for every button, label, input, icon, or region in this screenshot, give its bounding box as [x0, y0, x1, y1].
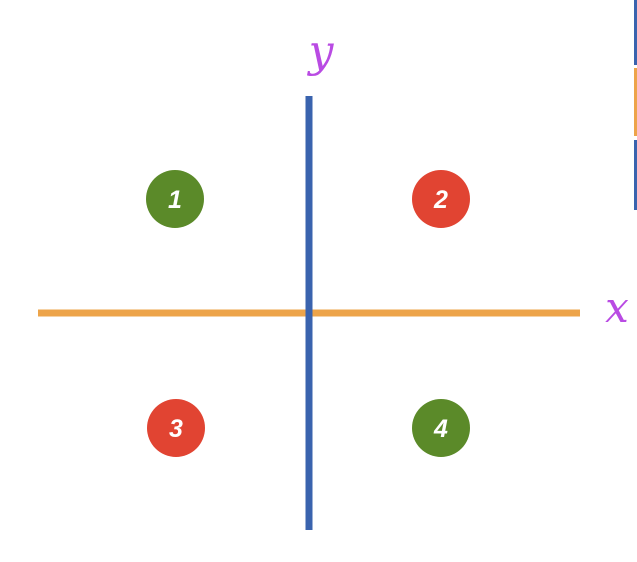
quadrant-1-badge: 1: [146, 170, 204, 228]
quadrant-4-circle: [412, 399, 470, 457]
x-axis-label: x: [605, 283, 629, 332]
quadrant-4-badge: 4: [412, 399, 470, 457]
quadrant-1-circle: [146, 170, 204, 228]
quadrant-3-number: 3: [169, 415, 183, 443]
quadrant-3-badge: 3: [147, 399, 205, 457]
quadrant-2-circle: [412, 170, 470, 228]
quadrant-2-number: 2: [433, 186, 448, 214]
edge-strip-top: [634, 0, 637, 65]
quadrant-2-badge: 2: [412, 170, 470, 228]
y-axis-label: y: [307, 26, 335, 77]
quadrant-1-number: 1: [168, 186, 182, 214]
quadrant-4-number: 4: [433, 415, 448, 443]
edge-strip-bottom: [634, 140, 637, 210]
edge-strip-middle: [634, 68, 637, 136]
quadrant-3-circle: [147, 399, 205, 457]
